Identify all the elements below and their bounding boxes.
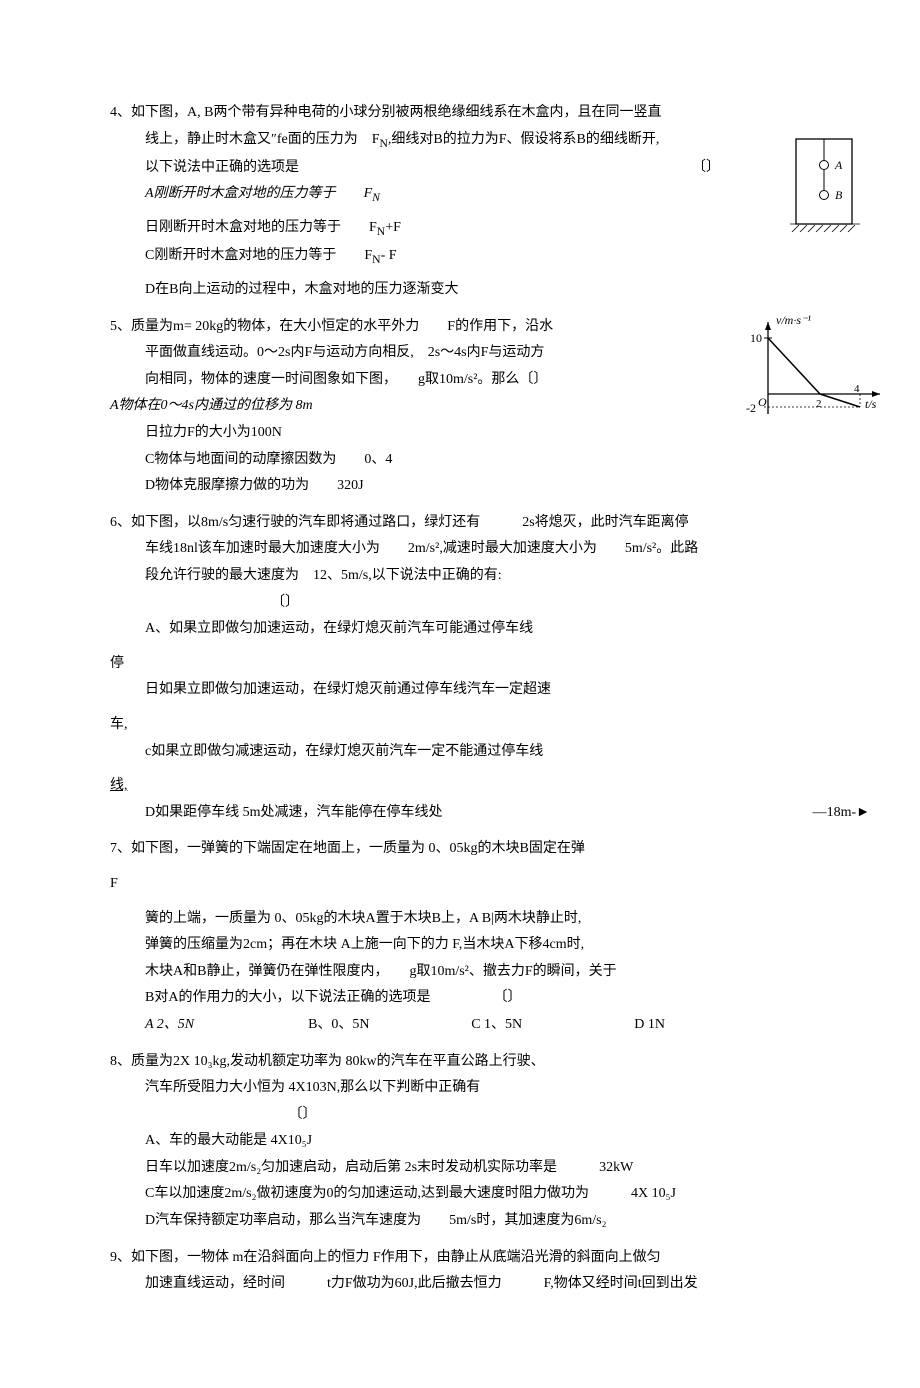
q9-num: 9、: [110, 1250, 131, 1265]
q7-stem2: 簧的上端，一质量为 0、05kg的木块A置于木块B上，A B|两木块静止时,: [110, 906, 810, 933]
question-9: 9、如下图，一物体 m在沿斜面向上的恒力 F作用下，由静止从底端沿光滑的斜面向上…: [110, 1245, 810, 1298]
q5-optC: C物体与地面间的动摩擦因数为 0、4: [110, 447, 810, 474]
q9-stem: 9、如下图，一物体 m在沿斜面向上的恒力 F作用下，由静止从底端沿光滑的斜面向上…: [110, 1245, 810, 1272]
q7-num: 7、: [110, 841, 131, 856]
q6-che: 车,: [110, 712, 810, 739]
q6-optD: D如果距停车线 5m处减速，汽车能停在停车线处 —18m-►: [110, 800, 810, 827]
q8-optB: 日车以加速度2m/s₂匀加速启动，启动后第 2s末时发动机实际功率是 32kW: [110, 1155, 810, 1182]
question-5: 5、质量为m= 20kg的物体，在大小恒定的水平外力 F的作用下，沿水 平面做直…: [110, 314, 810, 500]
q8-num: 8、: [110, 1054, 131, 1069]
box-diagram-icon: A B: [790, 135, 860, 235]
q6-stem: 6、如下图，以8m/s匀速行驶的汽车即将通过路口，绿灯还有 2s将熄灭，此时汽车…: [110, 510, 810, 537]
q7-F: F: [110, 871, 810, 898]
q6-num: 6、: [110, 515, 131, 530]
q4-optC: C刚断开时木盒对地的压力等于 FN- F: [110, 243, 810, 271]
q4-num: 4、: [110, 105, 131, 120]
q5-optA: A物体在0〜4s内通过的位移为 8m: [110, 393, 810, 420]
q6-optA: A、如果立即做匀加速运动，在绿灯熄灭前汽车可能通过停车线: [110, 616, 810, 643]
q6-optC: c如果立即做匀减速运动，在绿灯熄灭前汽车一定不能通过停车线: [110, 739, 810, 766]
q5-optB: 日拉力F的大小为100N: [110, 420, 810, 447]
q5-stem2: 平面做直线运动。0〜2s内F与运动方向相反, 2s〜4s内F与运动方: [110, 340, 810, 367]
q4-stem-line2: 线上，静止时木盒又″fe面的压力为 FN,细线对B的拉力为F、假设将系B的细线断…: [110, 127, 810, 155]
svg-text:A: A: [834, 158, 843, 172]
q8-optC: C车以加速度2m/s₂做初速度为0的匀加速运动,达到最大速度时阻力做功为 4X …: [110, 1181, 810, 1208]
q7-stem: 7、如下图，一弹簧的下端固定在地面上，一质量为 0、05kg的木块B固定在弹: [110, 836, 810, 863]
q5-stem: 5、质量为m= 20kg的物体，在大小恒定的水平外力 F的作用下，沿水: [110, 314, 810, 341]
vt-graph-icon: v/m·s⁻¹ 10 -2 O 2 4 t/s: [740, 314, 890, 429]
svg-text:-2: -2: [746, 401, 756, 415]
q6-paren: 〔〕: [110, 590, 460, 617]
q8-optD: D汽车保持额定功率启动，那么当汽车速度为 5m/s时，其加速度为6m/s₂: [110, 1208, 810, 1235]
q6-xian: 线,: [110, 773, 810, 800]
q8-paren: 〔〕: [110, 1102, 495, 1129]
q4-stem: 4、如下图，A, B两个带有异种电荷的小球分别被两根绝缘细线系在木盒内，且在同一…: [110, 100, 810, 127]
q4-optD: D在B向上运动的过程中，木盒对地的压力逐渐变大: [110, 277, 810, 304]
question-6: 6、如下图，以8m/s匀速行驶的汽车即将通过路口，绿灯还有 2s将熄灭，此时汽车…: [110, 510, 810, 827]
q9-stem2: 加速直线运动，经时间 t力F做功为60J,此后撤去恒力 F,物体又经时间t回到出…: [110, 1271, 810, 1298]
svg-text:2: 2: [816, 398, 822, 410]
q4-stem1: 如下图，A, B两个带有异种电荷的小球分别被两根绝缘细线系在木盒内，且在同一竖直: [131, 105, 661, 120]
svg-text:v/m·s⁻¹: v/m·s⁻¹: [776, 314, 811, 327]
q7-stem3: 弹簧的压缩量为2cm；再在木块 A上施一向下的力 F,当木块A下移4cm时,: [110, 932, 810, 959]
q4-stem-line3: 以下说法中正确的选项是 〔〕: [110, 155, 810, 182]
q5-figure: v/m·s⁻¹ 10 -2 O 2 4 t/s: [740, 314, 890, 440]
q8-stem: 8、质量为2X 10₃kg,发动机额定功率为 80kw的汽车在平直公路上行驶、: [110, 1049, 810, 1076]
q5-stem3: 向相同，物体的速度一时间图象如下图， g取10m/s²。那么〔〕: [110, 367, 810, 394]
svg-text:10: 10: [750, 331, 762, 345]
svg-text:B: B: [835, 188, 843, 202]
q7-opts: A 2、5N B、0、5N C 1、5N D 1N: [110, 1012, 810, 1039]
q6-stem3: 段允许行驶的最大速度为 12、5m/s,以下说法中正确的有:: [110, 563, 810, 590]
q4-optA: A刚断开时木盒对地的压力等于 FN: [110, 181, 810, 209]
q4-optB: 日刚断开时木盒对地的压力等于 FN+F: [110, 215, 810, 243]
q6-stem2: 车线18nl该车加速时最大加速度大小为 2m/s²,减速时最大加速度大小为 5m…: [110, 536, 810, 563]
q5-optD: D物体克服摩擦力做的功为 320J: [110, 473, 810, 500]
q5-num: 5、: [110, 319, 131, 334]
q6-ting: 停: [110, 651, 810, 678]
q4-figure: A B: [790, 135, 870, 246]
svg-text:t/s: t/s: [865, 397, 877, 411]
q8-stem2: 汽车所受阻力大小恒为 4X103N,那么以下判断中正确有: [110, 1075, 810, 1102]
svg-text:O: O: [758, 395, 767, 409]
q6-dist: —18m-►: [813, 800, 870, 827]
q8-optA: A、车的最大动能是 4X10₅J: [110, 1128, 810, 1155]
question-8: 8、质量为2X 10₃kg,发动机额定功率为 80kw的汽车在平直公路上行驶、 …: [110, 1049, 810, 1235]
question-7: 7、如下图，一弹簧的下端固定在地面上，一质量为 0、05kg的木块B固定在弹 F…: [110, 836, 810, 1038]
q7-stem5: B对A的作用力的大小，以下说法正确的选项是 〔〕: [110, 985, 810, 1012]
q7-stem4: 木块A和B静止，弹簧仍在弹性限度内， g取10m/s²、撤去力F的瞬间，关于: [110, 959, 810, 986]
q6-optB: 日如果立即做匀加速运动，在绿灯熄灭前通过停车线汽车一定超速: [110, 677, 810, 704]
question-4: 4、如下图，A, B两个带有异种电荷的小球分别被两根绝缘细线系在木盒内，且在同一…: [110, 100, 810, 304]
svg-text:4: 4: [854, 383, 860, 395]
